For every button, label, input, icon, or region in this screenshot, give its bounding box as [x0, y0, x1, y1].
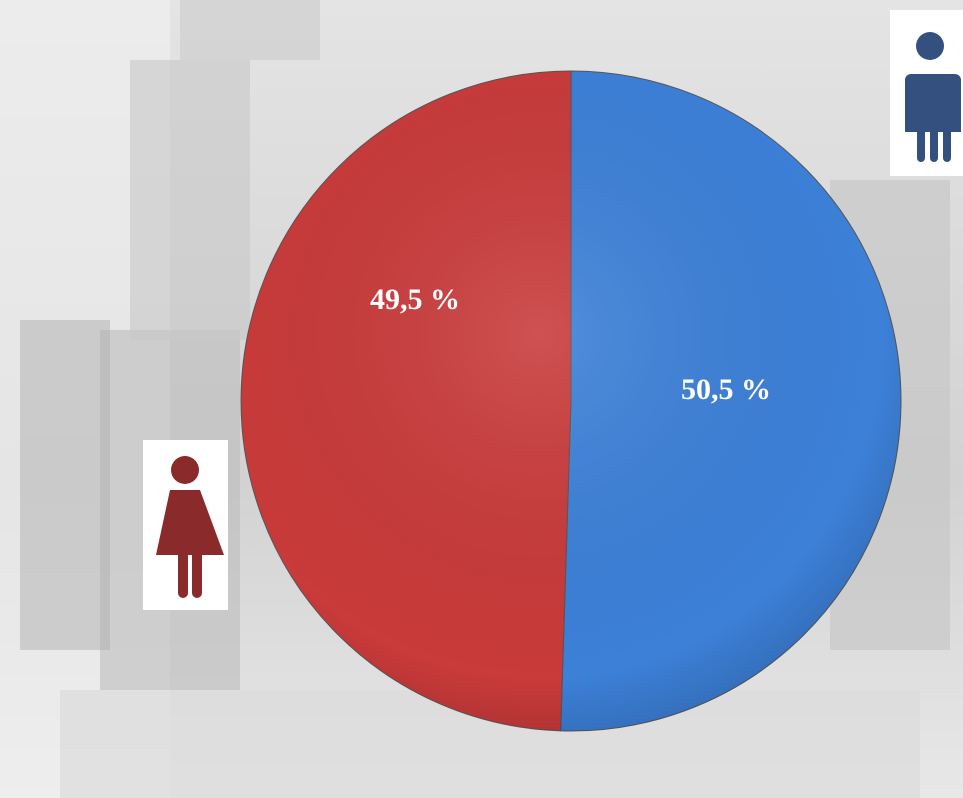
male-icon [890, 10, 963, 176]
female-icon [143, 440, 228, 610]
pie [240, 70, 902, 732]
slice-label: 49,5 % [370, 283, 460, 316]
slice-label: 50,5 % [681, 373, 771, 406]
